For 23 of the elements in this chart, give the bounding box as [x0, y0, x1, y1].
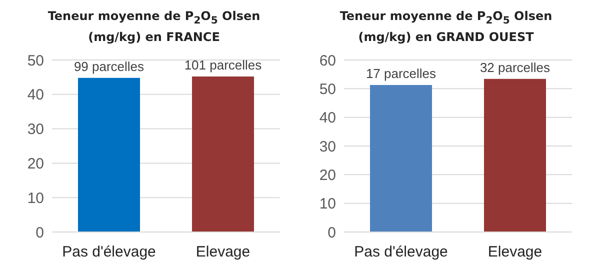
y-tick-label: 50: [27, 52, 44, 70]
y-tick-label: 10: [27, 190, 44, 207]
x-tick-label: Elevage: [196, 244, 250, 261]
x-tick-label: Pas d'élevage: [354, 244, 448, 261]
y-tick-label: 20: [27, 156, 44, 173]
annotation: 17 parcelles: [366, 66, 437, 81]
x-tick-label: Elevage: [488, 244, 542, 261]
annotation: 32 parcelles: [480, 60, 551, 75]
chart-title: Teneur moyenne de P$_{2}$O$_{5}$ Olsen (mg/kg) en FRANCE: [46, 8, 262, 44]
y-tick-label: 40: [319, 110, 336, 127]
y-tick-label: 0: [36, 224, 44, 242]
chart-title: Teneur moyenne de P$_{2}$O$_{5}$ Olsen (mg/kg) en GRAND OUEST: [338, 8, 554, 44]
x-tick-label: Pas d'élevage: [62, 244, 156, 261]
y-tick-label: 50: [319, 80, 336, 98]
annotation: 101 parcelles: [184, 58, 262, 73]
y-tick-label: 0: [328, 224, 336, 242]
y-tick-label: 30: [319, 138, 336, 156]
y-tick-label: 20: [319, 166, 336, 184]
y-tick-label: 10: [319, 196, 336, 213]
y-tick-label: 30: [27, 121, 44, 138]
y-tick-label: 60: [319, 52, 336, 70]
annotation: 99 parcelles: [74, 58, 145, 74]
y-tick-label: 40: [27, 86, 44, 104]
